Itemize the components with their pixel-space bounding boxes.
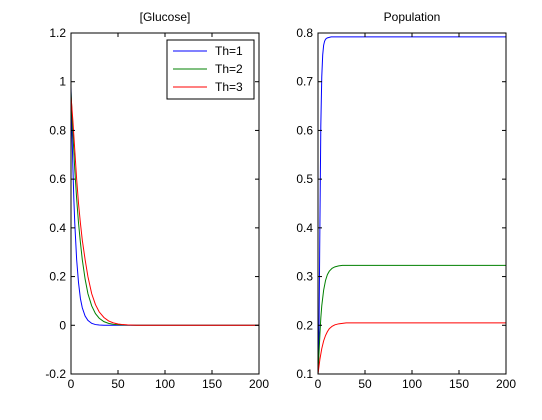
legend-label: Th=2 [215, 62, 243, 76]
series-line-3 [318, 322, 506, 374]
legend-box [166, 39, 255, 100]
chart-title: Population [384, 10, 441, 24]
y-tick-label: 0.5 [296, 172, 313, 186]
y-tick-label: 0.2 [49, 270, 66, 284]
x-tick-label: 0 [315, 377, 322, 391]
x-tick-label: 100 [155, 377, 175, 391]
y-tick-label: 1 [59, 75, 66, 89]
y-tick-label: 0.4 [296, 221, 313, 235]
y-tick-label: -0.2 [45, 367, 66, 381]
y-tick-label: 0.7 [296, 75, 313, 89]
chart-title: [Glucose] [140, 10, 191, 24]
legend-label: Th=1 [215, 44, 243, 58]
y-tick-label: 0.8 [49, 123, 66, 137]
x-tick-label: 150 [202, 377, 222, 391]
series-line-th-2 [71, 91, 259, 326]
x-tick-label: 200 [249, 377, 269, 391]
series-line-1 [318, 36, 506, 374]
series-line-th-1 [71, 86, 259, 326]
series-line-2 [318, 264, 506, 374]
chart-1: [Glucose]0 50 100 150 200-0.200.20.40.60.811… [45, 10, 269, 391]
chart-2: Population 0 50 100 150 200 0.1 0.2 0.3 0.4 0.5 0.6… [296, 10, 516, 391]
y-tick-label: 0.2 [296, 318, 313, 332]
y-tick-label: 1.2 [49, 26, 66, 40]
x-tick-label: 100 [402, 377, 422, 391]
y-tick-label: 0 [59, 318, 66, 332]
series-line-th-3 [71, 96, 259, 326]
y-tick-label: 0.6 [296, 123, 313, 137]
legend-label: Th=3 [215, 80, 243, 94]
x-tick-label: 0 [68, 377, 75, 391]
x-tick-label: 150 [449, 377, 469, 391]
legend: Th=1 Th=2 Th=3 [166, 39, 255, 100]
y-tick-label: 0.1 [296, 367, 313, 381]
y-tick-label: 0.4 [49, 221, 66, 235]
x-tick-label: 200 [496, 377, 516, 391]
x-tick-label: 50 [358, 377, 372, 391]
y-tick-label: 0.8 [296, 26, 313, 40]
x-tick-label: 50 [111, 377, 125, 391]
y-tick-label: 0.6 [49, 172, 66, 186]
y-tick-label: 0.3 [296, 270, 313, 284]
